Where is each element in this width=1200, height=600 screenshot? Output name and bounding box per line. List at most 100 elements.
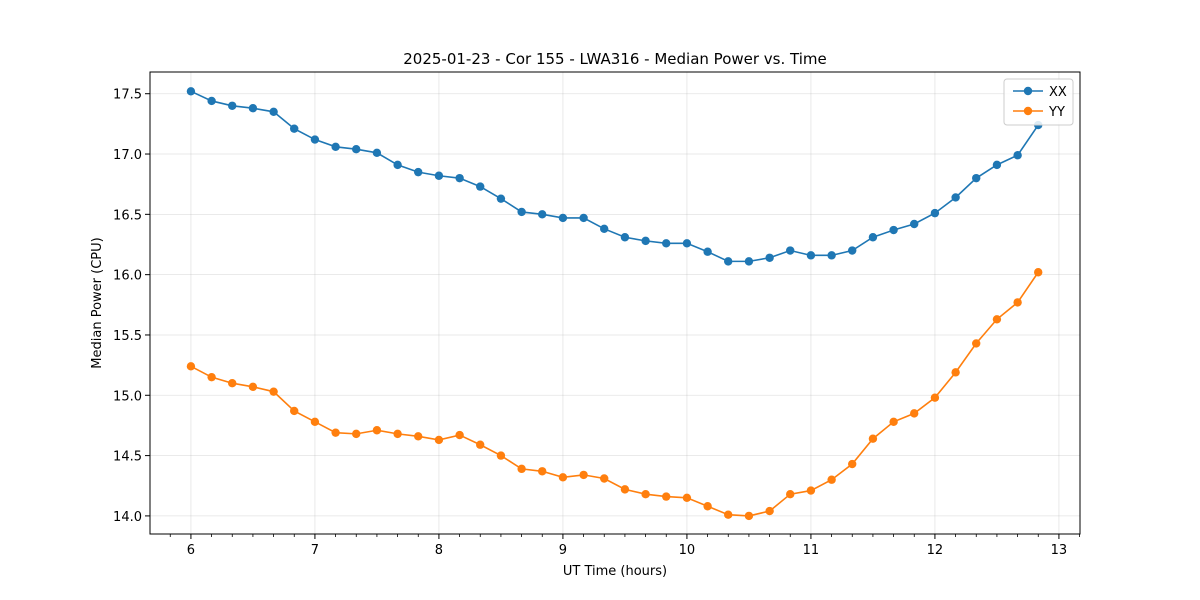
y-tick-label: 15.0 — [113, 389, 142, 404]
data-point-yy — [744, 511, 754, 521]
data-point-xx — [538, 210, 547, 219]
data-point-xx — [517, 207, 526, 217]
y-tick-label: 16.0 — [113, 269, 142, 284]
y-tick-label: 14.0 — [113, 510, 142, 525]
data-point-yy — [269, 387, 278, 396]
data-point-yy — [496, 451, 506, 460]
series-yy — [186, 268, 1043, 521]
x-axis-label: UT Time (hours) — [563, 564, 667, 579]
legend-label-yy: YY — [1048, 105, 1065, 120]
x-tick-label: 13 — [1051, 543, 1068, 558]
y-tick-label: 16.5 — [113, 208, 142, 223]
data-point-yy — [1013, 298, 1022, 307]
x-tick-label: 11 — [803, 543, 820, 558]
x-tick-label: 9 — [559, 543, 567, 558]
data-point-yy — [1034, 268, 1043, 277]
data-point-xx — [186, 87, 196, 96]
y-tick-label: 14.5 — [113, 450, 142, 465]
data-point-xx — [207, 96, 216, 106]
data-point-xx — [372, 148, 382, 158]
data-point-xx — [600, 224, 609, 234]
data-point-yy — [972, 339, 981, 348]
data-point-xx — [868, 233, 878, 242]
y-tick-label: 17.5 — [113, 88, 142, 103]
data-point-xx — [806, 251, 816, 260]
data-point-yy — [414, 432, 423, 441]
grid — [150, 72, 1080, 534]
data-point-xx — [310, 135, 320, 144]
data-point-xx — [910, 219, 919, 229]
data-point-yy — [393, 429, 402, 439]
x-tick-label: 7 — [311, 543, 319, 558]
data-point-xx — [269, 107, 278, 117]
data-point-xx — [558, 213, 568, 223]
data-point-xx — [662, 239, 671, 248]
data-point-xx — [476, 182, 485, 191]
data-point-yy — [517, 464, 526, 474]
data-point-yy — [827, 475, 836, 484]
data-point-yy — [600, 474, 609, 483]
data-point-xx — [848, 246, 857, 255]
plot-frame — [149, 71, 1081, 535]
data-point-yy — [868, 434, 878, 443]
series-layer — [186, 87, 1043, 521]
data-point-yy — [476, 440, 485, 449]
x-tick-label: 10 — [679, 543, 696, 558]
data-point-xx — [620, 233, 630, 242]
data-point-xx — [331, 142, 340, 151]
data-point-yy — [848, 459, 857, 469]
data-point-xx — [248, 103, 258, 113]
data-point-yy — [703, 502, 712, 511]
data-point-xx — [455, 173, 464, 183]
data-point-xx — [682, 239, 692, 248]
data-point-xx — [889, 225, 898, 235]
legend-marker-xx — [1023, 86, 1033, 96]
data-point-yy — [455, 430, 464, 440]
data-point-xx — [434, 171, 444, 180]
data-point-xx — [579, 213, 588, 223]
data-point-yy — [538, 467, 547, 476]
series-xx — [186, 87, 1043, 266]
data-point-yy — [372, 426, 382, 435]
data-point-yy — [579, 470, 588, 480]
x-tick-label: 8 — [435, 543, 443, 558]
data-point-yy — [910, 409, 919, 418]
data-point-yy — [310, 417, 320, 427]
data-point-yy — [641, 489, 650, 499]
data-point-xx — [972, 173, 981, 183]
data-point-yy — [186, 362, 196, 371]
data-point-yy — [682, 493, 692, 503]
data-point-xx — [786, 246, 795, 255]
y-tick-label: 15.5 — [113, 329, 142, 344]
legend-marker-yy — [1023, 106, 1033, 116]
data-point-yy — [620, 485, 630, 494]
data-point-yy — [662, 492, 671, 501]
data-point-xx — [641, 236, 650, 246]
data-point-yy — [930, 393, 940, 402]
data-point-yy — [228, 379, 237, 388]
data-point-yy — [889, 417, 898, 427]
x-tick-label: 6 — [187, 543, 195, 558]
data-point-xx — [496, 194, 506, 203]
data-point-xx — [930, 208, 940, 218]
data-point-yy — [290, 406, 299, 416]
data-point-xx — [393, 160, 402, 170]
data-point-yy — [352, 429, 361, 439]
data-point-xx — [352, 145, 361, 154]
data-point-yy — [724, 510, 733, 519]
data-point-xx — [228, 101, 237, 110]
x-tick-label: 12 — [927, 543, 944, 558]
data-point-yy — [806, 486, 816, 495]
legend: XX YY — [1003, 78, 1074, 126]
chart-title: 2025-01-23 - Cor 155 - LWA316 - Median P… — [403, 50, 827, 68]
data-point-yy — [331, 428, 340, 437]
data-point-xx — [744, 257, 754, 266]
data-point-xx — [703, 247, 712, 256]
data-point-xx — [827, 251, 836, 260]
y-tick-label: 17.0 — [113, 148, 142, 163]
data-point-xx — [724, 257, 733, 266]
data-point-xx — [765, 253, 774, 262]
data-point-yy — [434, 435, 444, 445]
